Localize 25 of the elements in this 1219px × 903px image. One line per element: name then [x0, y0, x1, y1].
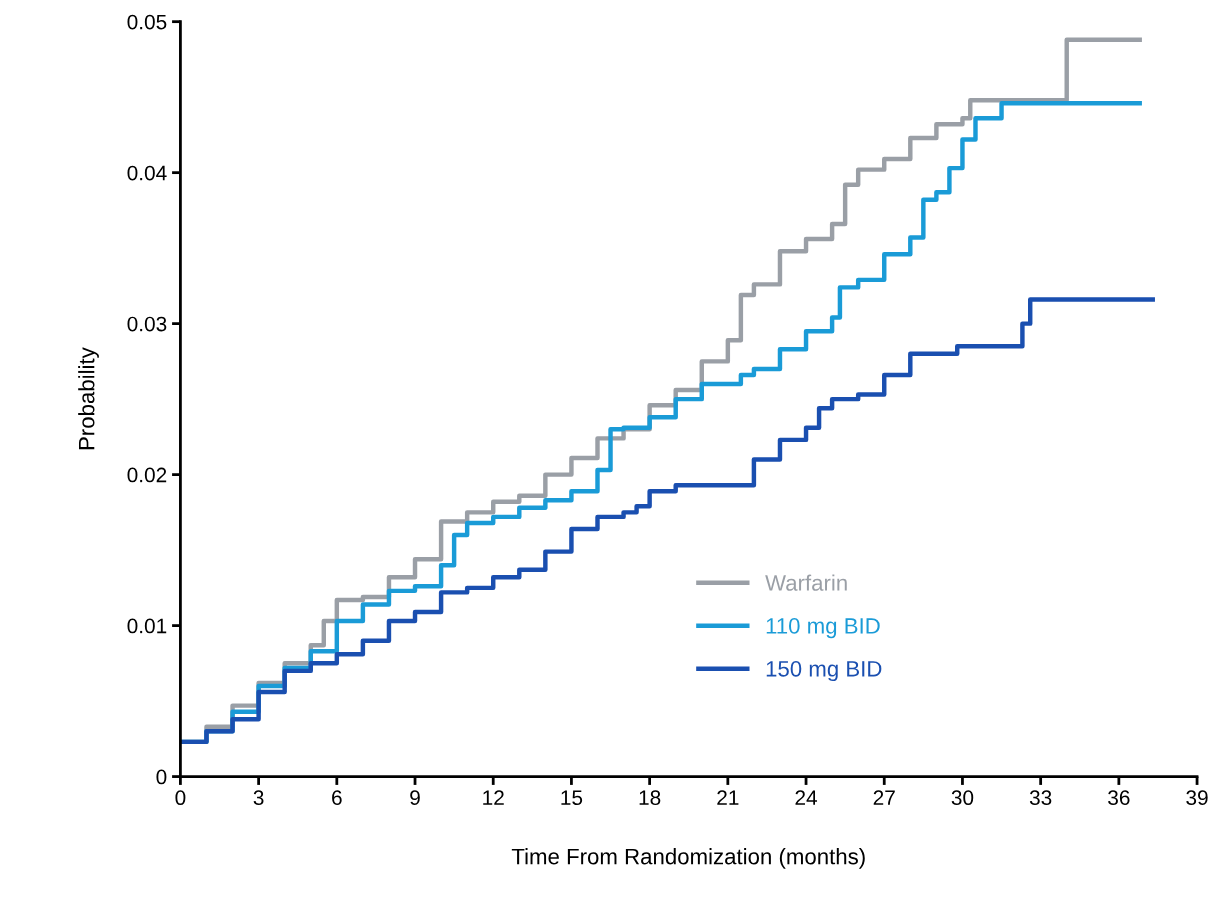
x-tick-label: 36 [1108, 790, 1130, 806]
x-tick-label: 6 [332, 790, 342, 806]
x-tick-label: 12 [483, 790, 504, 805]
x-tick-label: 15 [561, 790, 583, 806]
x-tick-label: 30 [951, 790, 974, 806]
x-axis-title: Time From Randomization (months) [511, 848, 865, 869]
x-tick-label: 18 [639, 790, 661, 806]
y-tick-label: 0.02 [127, 467, 167, 483]
y-tick-label: 0.05 [127, 14, 167, 30]
x-tick-label: 39 [1186, 790, 1208, 806]
y-tick-label: 0 [156, 769, 167, 785]
y-tick-label: 0.04 [127, 165, 167, 181]
legend-label: 150 mg BID [766, 660, 882, 682]
y-tick-label: 0.03 [127, 316, 167, 332]
x-tick-label: 21 [717, 790, 739, 805]
x-tick-label: 27 [873, 790, 895, 805]
x-tick-label: 9 [410, 790, 420, 806]
x-tick-label: 3 [253, 790, 264, 806]
y-tick-label: 0.01 [127, 618, 167, 634]
x-tick-label: 0 [175, 790, 186, 806]
legend-label: Warfarin [765, 574, 847, 591]
x-tick-label: 33 [1029, 790, 1052, 806]
y-axis-title: Probability [78, 347, 99, 450]
x-tick-label: 24 [795, 790, 818, 805]
legend-label: 110 mg BID [766, 618, 880, 639]
